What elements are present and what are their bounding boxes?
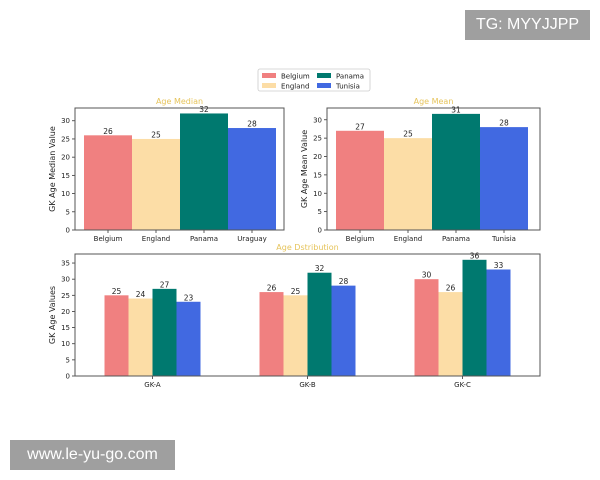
data-label: 25 [151, 130, 161, 139]
y-tick-label: 10 [61, 340, 70, 348]
x-tick-label: Belgium [346, 235, 375, 243]
data-label: 27 [355, 122, 365, 131]
bar-england-gk-b [283, 295, 308, 376]
bar-belgium-gk-b [259, 292, 284, 376]
data-label: 36 [470, 251, 480, 260]
y-tick-label: 15 [61, 324, 70, 332]
x-tick-label: Panama [442, 235, 470, 243]
bar-uraguay [228, 128, 276, 230]
axes-frame [326, 107, 541, 231]
bar-panama [180, 113, 228, 230]
x-tick-label: Tunisia [491, 235, 516, 243]
bar-tunisia-gk-a [176, 301, 201, 376]
legend-label-belgium: Belgium [281, 73, 310, 81]
data-label: 26 [103, 127, 113, 136]
data-label: 24 [136, 290, 146, 299]
watermark-top-right: TG: MYYJJPP [465, 10, 590, 40]
legend-label-panama: Panama [336, 73, 364, 81]
x-tick-label: GK-B [299, 381, 316, 389]
bar-england [132, 138, 180, 230]
y-axis-label: GK Age Median Value [48, 126, 57, 212]
legend-box [257, 68, 371, 92]
y-tick-label: 0 [66, 227, 70, 235]
bar-tunisia-gk-c [486, 269, 511, 376]
legend-swatch-belgium [262, 73, 276, 78]
data-label: 25 [403, 130, 413, 139]
y-tick-label: 0 [318, 227, 322, 235]
y-tick-label: 0 [66, 373, 70, 381]
legend-swatch-tunisia [317, 83, 331, 88]
data-label: 23 [184, 293, 194, 302]
x-tick-label: GK-A [144, 381, 161, 389]
x-tick-label: England [394, 235, 422, 243]
bar-tunisia-gk-b [331, 285, 356, 376]
data-label: 28 [499, 119, 509, 128]
y-tick-label: 5 [66, 208, 70, 216]
legend-label-tunisia: Tunisia [335, 83, 360, 91]
legend-swatch-panama [317, 73, 331, 78]
bar-panama-gk-a [152, 288, 177, 376]
bar-panama [432, 113, 480, 230]
x-tick-label: England [142, 235, 170, 243]
y-tick-label: 30 [61, 276, 70, 284]
data-label: 26 [267, 284, 277, 293]
y-tick-label: 20 [61, 154, 70, 162]
data-label: 32 [315, 264, 325, 273]
y-tick-label: 15 [61, 172, 70, 180]
watermark-bottom-left: www.le-yu-go.com [10, 440, 175, 470]
chart-title: Age Dstribution [276, 243, 338, 252]
data-label: 25 [112, 287, 122, 296]
data-label: 28 [247, 120, 257, 129]
chart-title: Age Median [156, 97, 203, 106]
bar-tunisia [480, 127, 528, 230]
x-tick-label: GK-C [454, 381, 471, 389]
y-tick-label: 5 [66, 356, 70, 364]
bar-england-gk-a [128, 298, 153, 376]
bar-england-gk-c [438, 292, 463, 376]
y-tick-label: 25 [61, 292, 70, 300]
x-tick-label: Panama [190, 235, 218, 243]
y-axis-label: GK Age Values [48, 286, 57, 344]
data-label: 30 [422, 271, 432, 280]
y-tick-label: 25 [61, 135, 70, 143]
y-tick-label: 30 [313, 116, 322, 124]
y-tick-label: 25 [313, 135, 322, 143]
data-label: 32 [199, 105, 209, 114]
bar-panama-gk-b [307, 272, 332, 376]
y-tick-label: 30 [61, 117, 70, 125]
y-tick-label: 35 [61, 260, 70, 268]
legend-swatch-england [262, 83, 276, 88]
x-tick-label: Uraguay [237, 235, 267, 243]
y-tick-label: 20 [61, 308, 70, 316]
bar-belgium [84, 135, 132, 230]
bar-england [384, 138, 432, 230]
y-tick-label: 20 [313, 153, 322, 161]
data-label: 31 [451, 105, 461, 114]
data-label: 26 [446, 284, 456, 293]
bar-belgium [336, 130, 384, 230]
data-label: 27 [160, 280, 170, 289]
data-label: 25 [291, 287, 301, 296]
y-axis-label: GK Age Mean Value [300, 130, 309, 208]
y-tick-label: 5 [318, 208, 322, 216]
chart-title: Age Mean [414, 97, 454, 106]
y-tick-label: 15 [313, 171, 322, 179]
data-label: 33 [494, 261, 504, 270]
y-tick-label: 10 [61, 190, 70, 198]
axes-frame [74, 107, 285, 231]
bar-belgium-gk-a [104, 295, 129, 376]
bar-panama-gk-c [462, 259, 487, 376]
bar-belgium-gk-c [414, 279, 439, 376]
y-tick-label: 10 [313, 190, 322, 198]
axes-frame [74, 253, 541, 377]
legend-label-england: England [281, 83, 309, 91]
x-tick-label: Belgium [94, 235, 123, 243]
data-label: 28 [339, 277, 349, 286]
